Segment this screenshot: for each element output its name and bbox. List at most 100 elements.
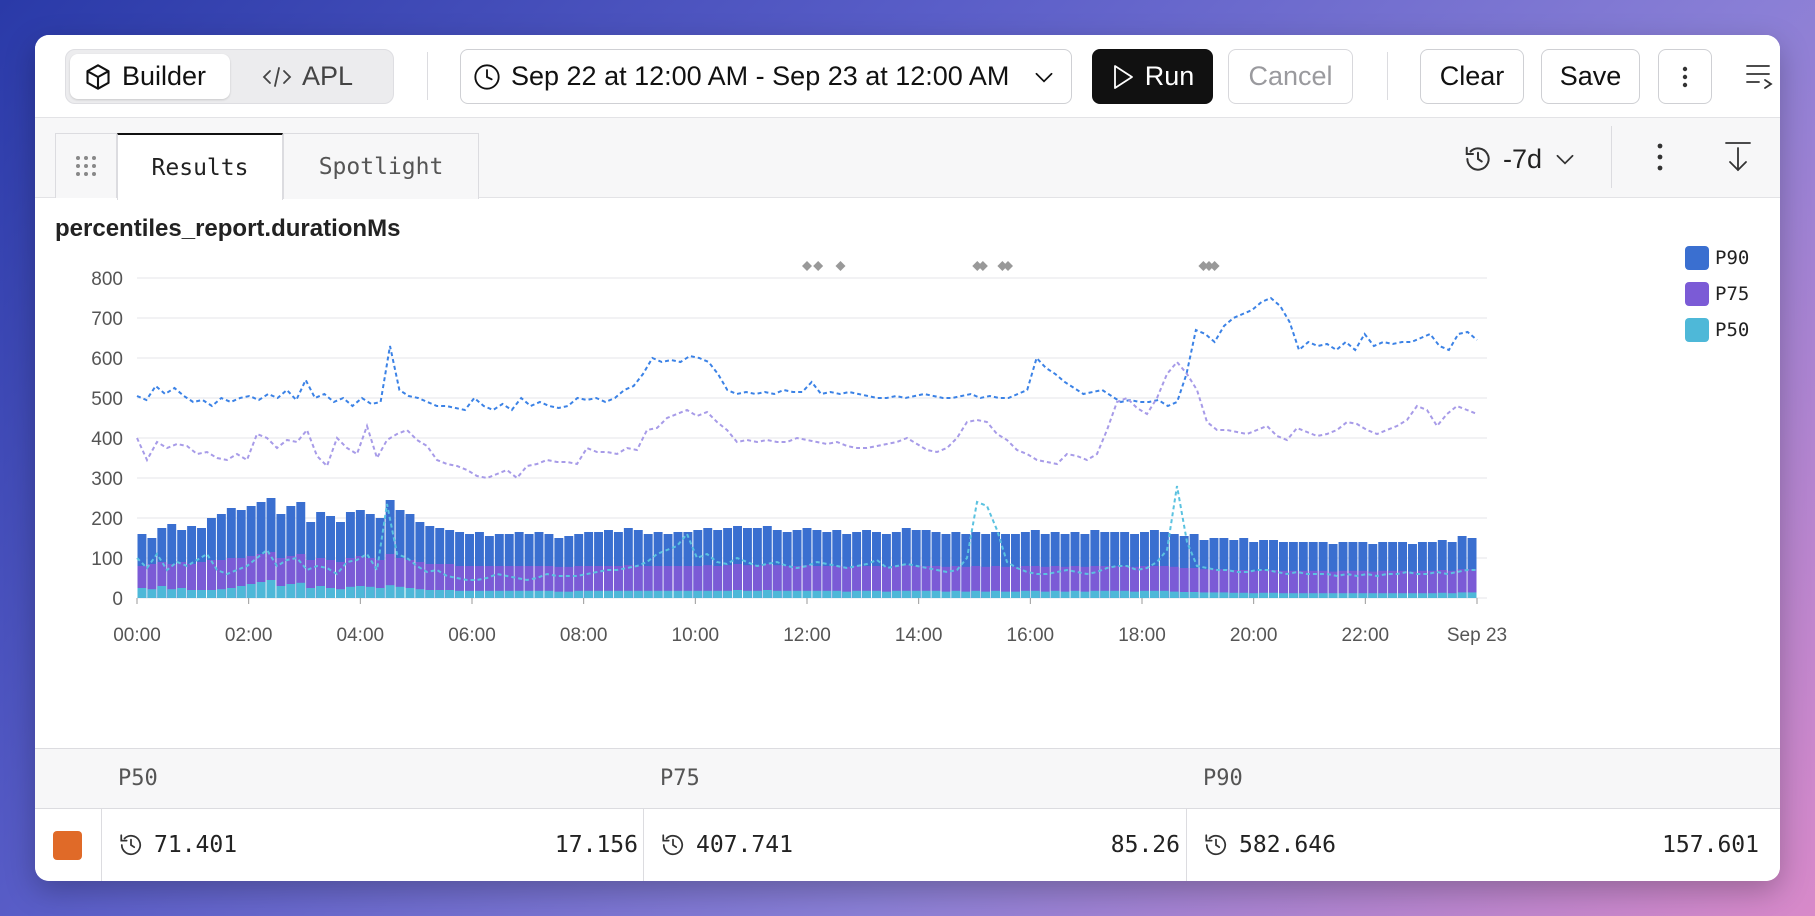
bar-p90 (842, 534, 852, 598)
bar-p50 (1219, 592, 1229, 598)
bar-p50 (842, 591, 852, 598)
bar-p75 (1239, 570, 1249, 598)
kebab-icon[interactable] (1655, 140, 1665, 174)
bar-p50 (812, 590, 822, 598)
bar-p50 (673, 590, 683, 598)
bar-p75 (1348, 570, 1358, 598)
more-options-button[interactable] (1658, 49, 1712, 104)
bar-p90 (187, 526, 197, 598)
bar-p50 (604, 590, 613, 598)
bar-p50 (1229, 592, 1239, 598)
bar-p90 (713, 530, 723, 598)
bar-p90 (1239, 538, 1249, 598)
annotation-marker (1198, 261, 1209, 271)
bar-p50 (872, 590, 881, 598)
bar-p90 (653, 532, 663, 598)
cancel-button[interactable]: Cancel (1228, 49, 1353, 104)
divider (1611, 126, 1612, 188)
bar-p75 (1427, 570, 1437, 598)
bar-p75 (137, 566, 147, 598)
bar-p75 (832, 566, 842, 598)
bar-p75 (1298, 570, 1308, 598)
bar-p50 (881, 591, 891, 598)
table-cell-p90: 582.646 157.601 (1203, 809, 1759, 881)
list-icon[interactable] (1745, 62, 1775, 90)
bar-p50 (921, 590, 931, 598)
clear-button[interactable]: Clear (1420, 49, 1524, 104)
bar-p75 (574, 566, 584, 598)
history-icon (662, 834, 684, 856)
apl-tab[interactable]: APL (248, 54, 388, 99)
builder-tab[interactable]: Builder (70, 54, 230, 99)
annotation-marker (972, 261, 983, 271)
legend-item-p50[interactable]: P50 (1685, 312, 1749, 348)
bar-p90 (365, 514, 375, 598)
bar-p90 (1199, 540, 1209, 598)
bar-p50 (1437, 592, 1447, 598)
bar-p50 (306, 588, 316, 598)
bar-p50 (1140, 590, 1149, 598)
bar-p50 (1259, 592, 1269, 598)
column-header-p50[interactable]: P50 (118, 766, 158, 791)
bar-p90 (345, 512, 355, 598)
bar-p50 (1189, 592, 1199, 598)
bar-p50 (415, 589, 425, 598)
bar-p90 (326, 516, 336, 598)
bar-p50 (286, 584, 296, 598)
bar-p75 (226, 558, 236, 598)
bar-p90 (822, 532, 832, 598)
apl-label: APL (302, 61, 354, 91)
bar-p50 (1408, 593, 1417, 598)
x-tick-label: 12:00 (783, 625, 831, 646)
legend-item-p90[interactable]: P90 (1685, 240, 1749, 276)
bar-p50 (1080, 591, 1090, 598)
time-shift-selector[interactable]: -7d (1463, 138, 1578, 180)
bar-p50 (1338, 593, 1348, 598)
bar-p75 (931, 566, 941, 598)
bar-p75 (1040, 566, 1050, 598)
bar-p75 (901, 565, 911, 598)
bar-p90 (1120, 532, 1130, 598)
bar-p90 (474, 532, 484, 598)
bar-p75 (336, 562, 345, 598)
bar-p90 (693, 530, 703, 598)
bar-p75 (1120, 566, 1130, 598)
bar-p90 (1308, 542, 1318, 598)
column-header-p75[interactable]: P75 (660, 766, 700, 791)
bar-p50 (504, 590, 514, 598)
grip-icon (76, 156, 96, 176)
bar-p75 (1378, 570, 1388, 598)
download-icon[interactable] (1723, 140, 1753, 174)
drag-handle[interactable] (55, 133, 117, 198)
bar-p75 (1110, 566, 1120, 598)
date-range-picker[interactable]: Sep 22 at 12:00 AM - Sep 23 at 12:00 AM (460, 49, 1072, 104)
bar-p90 (1298, 542, 1308, 598)
play-icon (1113, 64, 1133, 89)
mode-switch: Builder APL (65, 49, 394, 104)
bar-p50 (584, 590, 594, 598)
bar-p50 (911, 590, 921, 598)
tab-results[interactable]: Results (117, 133, 283, 200)
x-tick-label: 00:00 (113, 625, 161, 646)
bar-p90 (1130, 534, 1140, 598)
bar-p50 (226, 588, 236, 598)
column-header-p90[interactable]: P90 (1203, 766, 1243, 791)
divider (1186, 809, 1187, 881)
tab-spotlight[interactable]: Spotlight (283, 133, 479, 199)
bar-p50 (1308, 593, 1318, 598)
bar-p75 (256, 554, 266, 598)
bar-p75 (1338, 570, 1348, 598)
bar-p90 (1030, 530, 1040, 598)
bar-p50 (792, 590, 802, 598)
bar-p90 (1070, 532, 1080, 598)
bar-p50 (336, 589, 345, 598)
run-button[interactable]: Run (1092, 49, 1213, 104)
save-button[interactable]: Save (1541, 49, 1640, 104)
bar-p90 (1388, 542, 1398, 598)
legend-item-p75[interactable]: P75 (1685, 276, 1749, 312)
line-p50-7d- (136, 485, 1477, 582)
bar-p75 (693, 566, 703, 598)
bar-p90 (633, 530, 643, 598)
bar-p90 (812, 530, 822, 598)
bar-p50 (1269, 592, 1278, 598)
